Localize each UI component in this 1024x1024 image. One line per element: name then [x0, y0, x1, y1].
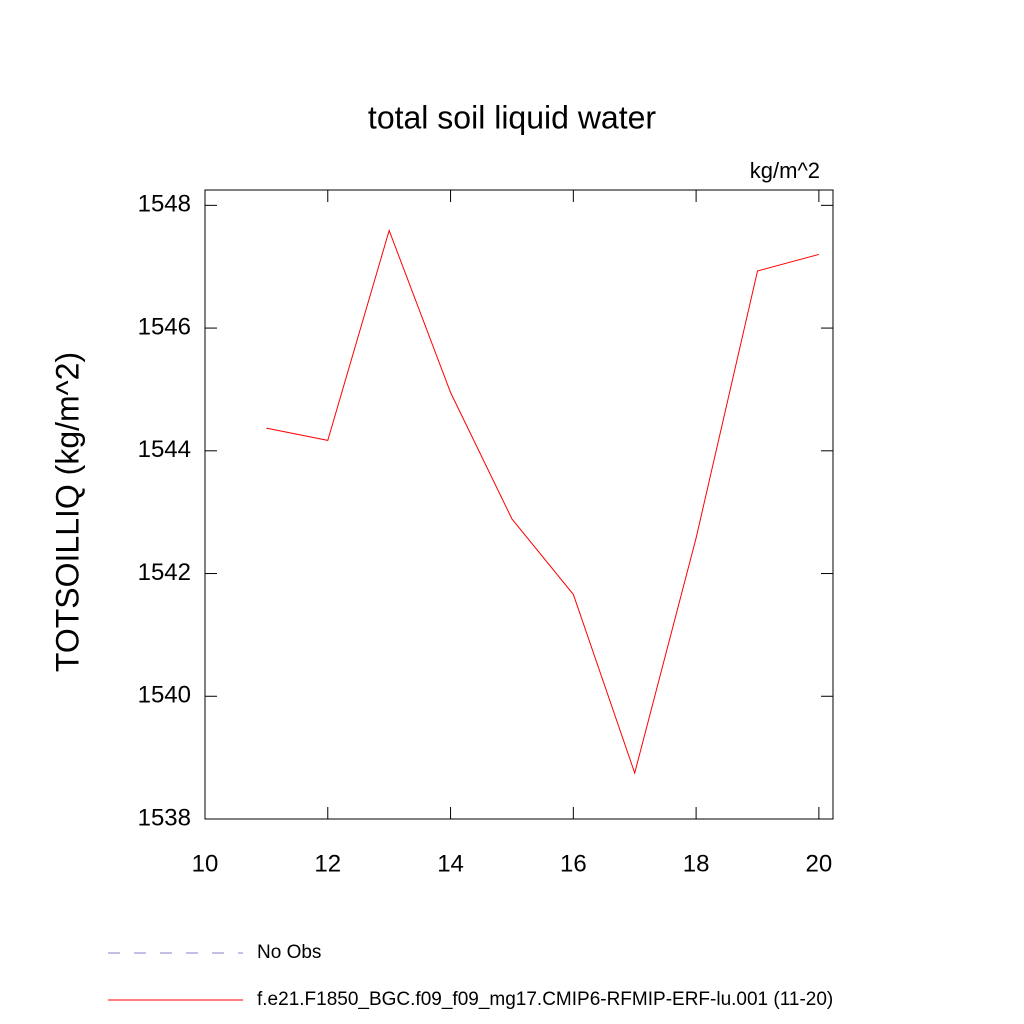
- x-tick-label: 20: [806, 850, 833, 877]
- units-label: kg/m^2: [750, 158, 820, 183]
- plot-frame: [204, 189, 834, 820]
- legend-label: f.e21.F1850_BGC.f09_f09_mg17.CMIP6-RFMIP…: [257, 989, 833, 1010]
- legend-label: No Obs: [257, 942, 321, 963]
- x-tick-label: 16: [560, 850, 587, 877]
- x-tick-label: 10: [192, 850, 219, 877]
- y-tick-label: 1542: [138, 559, 191, 586]
- x-tick-label: 12: [314, 850, 341, 877]
- y-tick-label: 1546: [138, 313, 191, 340]
- y-tick-label: 1544: [138, 436, 191, 463]
- x-tick-label: 14: [437, 850, 464, 877]
- chart-title: total soil liquid water: [368, 99, 656, 135]
- y-tick-label: 1538: [138, 804, 191, 831]
- y-tick-label: 1540: [138, 682, 191, 709]
- y-axis-label: TOTSOILLIQ (kg/m^2): [49, 352, 85, 672]
- y-tick-label: 1548: [138, 191, 191, 218]
- data-line: [266, 228, 820, 775]
- x-tick-label: 18: [683, 850, 710, 877]
